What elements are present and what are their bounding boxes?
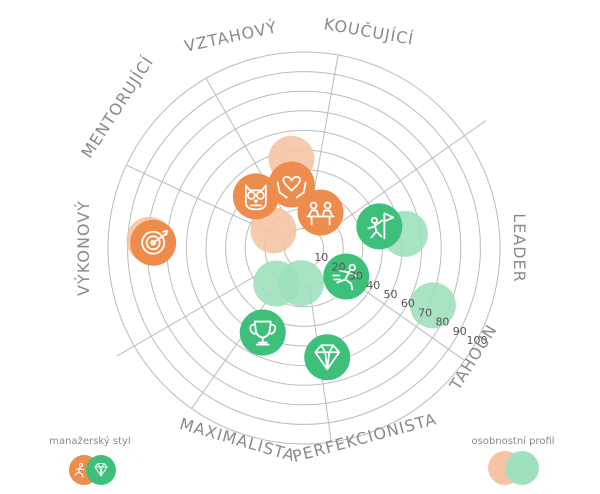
- radar-ring: [107, 51, 501, 445]
- axis-tick-label: 30: [349, 270, 363, 283]
- axis-tick-label: 10: [314, 251, 328, 264]
- axis-tick-label: 40: [366, 279, 380, 292]
- legend-manazersky-styl-label: manažerský styl: [49, 435, 130, 447]
- profile-bubble-orange: [250, 207, 297, 254]
- manager-style-circle: [239, 309, 286, 356]
- manager-style-circle: [356, 203, 403, 250]
- legend-manazersky-styl: manažerský styl: [49, 435, 131, 485]
- manager-style-circle: [304, 334, 351, 381]
- manager-style-circle: [268, 161, 315, 208]
- sector-label-perfekcionista: PERFEKCIONISTA: [290, 409, 438, 466]
- hands-heart-icon: [276, 175, 307, 199]
- runner-icon: [332, 263, 359, 291]
- legend-osobnostni-profil: osobnostní profil: [471, 435, 555, 485]
- axis-tick-label: 20: [332, 260, 346, 273]
- legend-diamond-icon: [94, 463, 108, 477]
- manager-style-bubbles: [130, 161, 403, 381]
- radar-spoke: [126, 164, 276, 236]
- legend-green-icon-bubble: [86, 455, 116, 485]
- legend-green-profile-bubble: [505, 451, 539, 485]
- manager-style-bubble: [268, 161, 315, 208]
- manager-style-bubble: [130, 219, 177, 266]
- sector-label-maximalista: MAXIMALISTA: [177, 414, 297, 465]
- climber-flag-icon: [367, 212, 395, 240]
- manager-style-bubble: [232, 173, 279, 220]
- sector-label-vykonovy: VÝKONOVÝ: [74, 200, 93, 296]
- trophy-icon: [249, 320, 277, 346]
- sector-label-vztahovy: VZTAHOVÝ: [183, 18, 279, 56]
- axis-tick-label: 80: [435, 316, 449, 329]
- manager-style-bubble: [297, 189, 344, 236]
- profile-bubble-green: [277, 260, 324, 307]
- diamond-icon: [314, 344, 341, 371]
- sector-label-koucujici: KOUČUJÍCÍ: [322, 14, 415, 49]
- axis-tick-label: 100: [467, 334, 488, 347]
- axis-tick-label: 50: [384, 288, 398, 301]
- radar-spoke: [329, 120, 487, 231]
- manager-style-bubble: [304, 334, 351, 381]
- owl-icon: [244, 184, 267, 211]
- radar-ring: [127, 71, 481, 425]
- manager-style-bubble: [356, 203, 403, 250]
- sector-label-leader: LEADER: [510, 213, 529, 283]
- radar-spoke: [116, 263, 278, 357]
- sector-label-mentorujici: MENTORUJÍCÍ: [77, 53, 157, 162]
- radar-spoke: [308, 54, 339, 218]
- manager-style-circle: [297, 189, 344, 236]
- legend-osobnostni-profil-label: osobnostní profil: [471, 435, 554, 447]
- target-icon: [141, 229, 169, 255]
- manager-style-bubble: [239, 309, 286, 356]
- axis-tick-label: 70: [418, 306, 432, 319]
- meeting-icon: [306, 201, 335, 226]
- manager-style-circle: [232, 173, 279, 220]
- profile-bubble-green: [409, 282, 456, 329]
- axis-tick-label: 90: [453, 325, 467, 338]
- manager-style-bubble: [323, 253, 370, 300]
- axis-tick-label: 60: [401, 297, 415, 310]
- legend-runner-icon: [74, 462, 85, 478]
